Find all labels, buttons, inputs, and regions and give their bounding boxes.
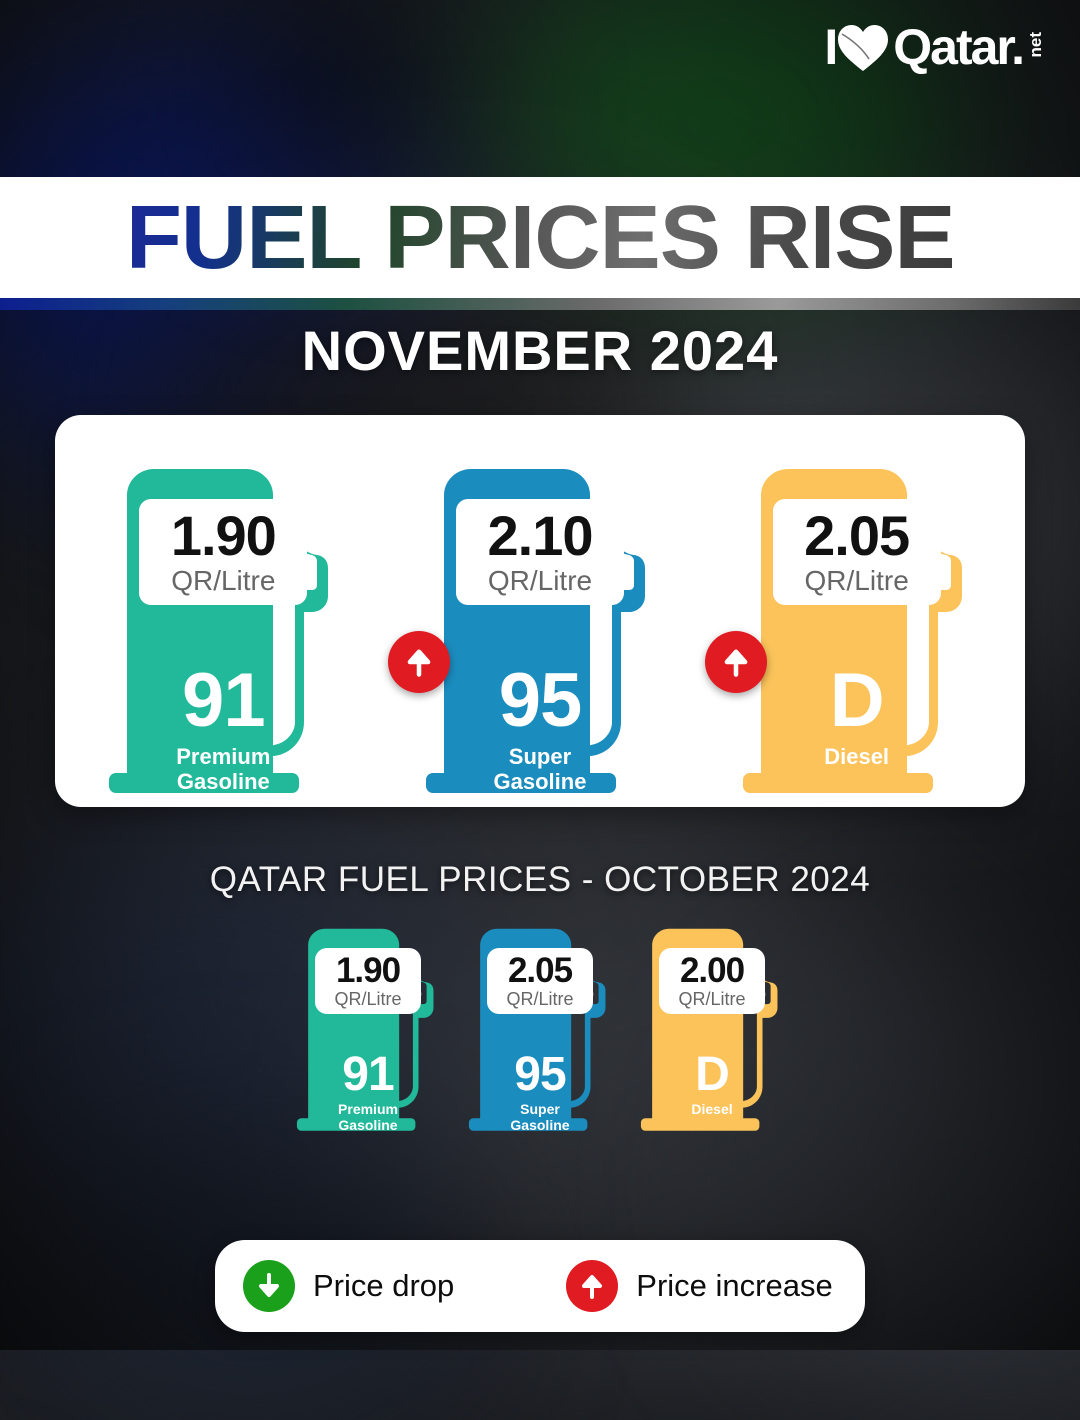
fuel-name: Diesel (691, 1101, 733, 1117)
fuel-pump-95: 2.05 QR/Litre 95 Super Gasoline (465, 920, 615, 1133)
price-value: 2.05 (507, 951, 573, 991)
fuel-name: Diesel (824, 744, 890, 769)
legend-label-price-drop: Price drop (313, 1268, 455, 1303)
price-plate: 2.05 QR/Litre (487, 948, 593, 1014)
fuel-grade: 95 (514, 1048, 566, 1101)
price-plate: 2.00 QR/Litre (659, 948, 765, 1014)
price-value: 1.90 (170, 504, 277, 568)
arrow-up-icon (704, 631, 767, 693)
price-plate: 2.10 QR/Litre (455, 499, 624, 605)
price-plate: 1.90 QR/Litre (139, 499, 308, 605)
fuel-grade: D (829, 658, 885, 743)
price-unit: QR/Litre (804, 564, 909, 596)
price-unit: QR/Litre (334, 988, 402, 1009)
price-value: 2.05 (804, 504, 910, 568)
current-prices-card: 1.90 QR/Litre 91 Premium Gasoline 2.10 QR/Lit… (55, 415, 1025, 807)
previous-month-heading: QATAR FUEL PRICES - OCTOBER 2024 (209, 860, 871, 899)
fuel-name: Super Gasoline (510, 1101, 570, 1133)
price-plate: 2.05 QR/Litre (772, 499, 941, 605)
fuel-pump-d: 2.00 QR/Litre D Diesel (637, 920, 787, 1132)
legend-item-price-drop: Price drop (243, 1260, 454, 1312)
price-plate: 1.90 QR/Litre (315, 948, 421, 1014)
price-value: 2.10 (487, 504, 593, 568)
fuel-pump-91: 1.90 QR/Litre 91 Premium Gasoline (103, 455, 343, 795)
heart-icon (836, 22, 890, 72)
fuel-pump-91: 1.90 QR/Litre 91 Premium Gasoline (293, 920, 443, 1133)
fuel-pump-d: 2.05 QR/Litre D Diesel (704, 455, 977, 795)
price-unit: QR/Litre (506, 988, 574, 1009)
legend-item-price-increase: Price increase (566, 1260, 833, 1312)
page-subtitle: NOVEMBER 2024 (301, 319, 779, 382)
title-divider (0, 298, 1080, 310)
logo-wordmark: Qatar. (893, 19, 1025, 75)
current-pump-row: 1.90 QR/Litre 91 Premium Gasoline 2.10 QR/Lit… (55, 415, 1025, 807)
logo-tld: net (1026, 32, 1045, 58)
price-unit: QR/Litre (487, 564, 593, 596)
fuel-grade: 91 (182, 658, 266, 743)
arrow-up-icon (387, 631, 450, 693)
arrow-up-icon (566, 1260, 619, 1312)
price-unit: QR/Litre (171, 564, 276, 596)
fuel-pump-95: 2.10 QR/Litre 95 Super Gasoline (387, 455, 660, 795)
fuel-name: Super Gasoline (493, 744, 587, 794)
fuel-grade: 95 (498, 658, 583, 743)
legend-label-price-increase: Price increase (636, 1268, 833, 1303)
fuel-name: Premium Gasoline (338, 1101, 398, 1133)
fuel-grade: D (695, 1048, 730, 1101)
arrow-down-icon (243, 1260, 295, 1312)
price-unit: QR/Litre (678, 988, 746, 1009)
site-logo[interactable]: I Qatar. net (824, 22, 1046, 72)
price-value: 2.00 (679, 951, 745, 991)
page-title: FUEL PRICES RISE (125, 187, 956, 288)
headline-band: FUEL PRICES RISE (0, 177, 1080, 298)
logo-letter-i: I (824, 19, 838, 75)
previous-pump-row: 1.90 QR/Litre 91 Premium Gasoline 2.05 QR/Lit… (0, 920, 1080, 1133)
legend-bar: Price drop Price increase (215, 1240, 865, 1332)
fuel-grade: 91 (342, 1048, 394, 1101)
fuel-name: Premium Gasoline (176, 744, 271, 794)
price-value: 1.90 (335, 951, 401, 991)
